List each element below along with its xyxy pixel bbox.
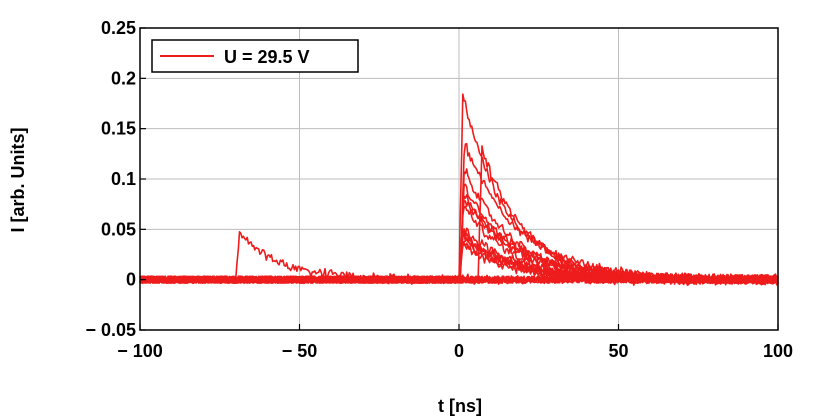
x-tick-label: 0 — [454, 341, 464, 361]
y-axis-ticks: − 0.05 0 0.05 0.1 0.15 0.2 0.25 — [85, 18, 146, 340]
x-tick-label: − 100 — [117, 341, 163, 361]
y-tick-label: 0.05 — [101, 219, 136, 239]
y-tick-label: − 0.05 — [85, 320, 136, 340]
legend: U = 29.5 V — [151, 39, 359, 73]
x-axis-label: t [ns] — [438, 396, 482, 416]
legend-label: U = 29.5 V — [224, 47, 310, 67]
grid — [139, 27, 779, 331]
y-tick-label: 0 — [126, 270, 136, 290]
y-tick-label: 0.25 — [101, 18, 136, 38]
baseline-trace — [139, 275, 779, 284]
x-axis-ticks: − 100 − 50 0 50 100 — [117, 324, 793, 361]
traces — [139, 93, 779, 286]
x-tick-label: 50 — [608, 341, 628, 361]
y-tick-label: 0.1 — [111, 169, 136, 189]
x-tick-label: 100 — [763, 341, 793, 361]
x-tick-label: − 50 — [282, 341, 318, 361]
y-tick-label: 0.15 — [101, 119, 136, 139]
y-axis-label: I [arb. Units] — [8, 127, 28, 232]
y-tick-label: 0.2 — [111, 68, 136, 88]
